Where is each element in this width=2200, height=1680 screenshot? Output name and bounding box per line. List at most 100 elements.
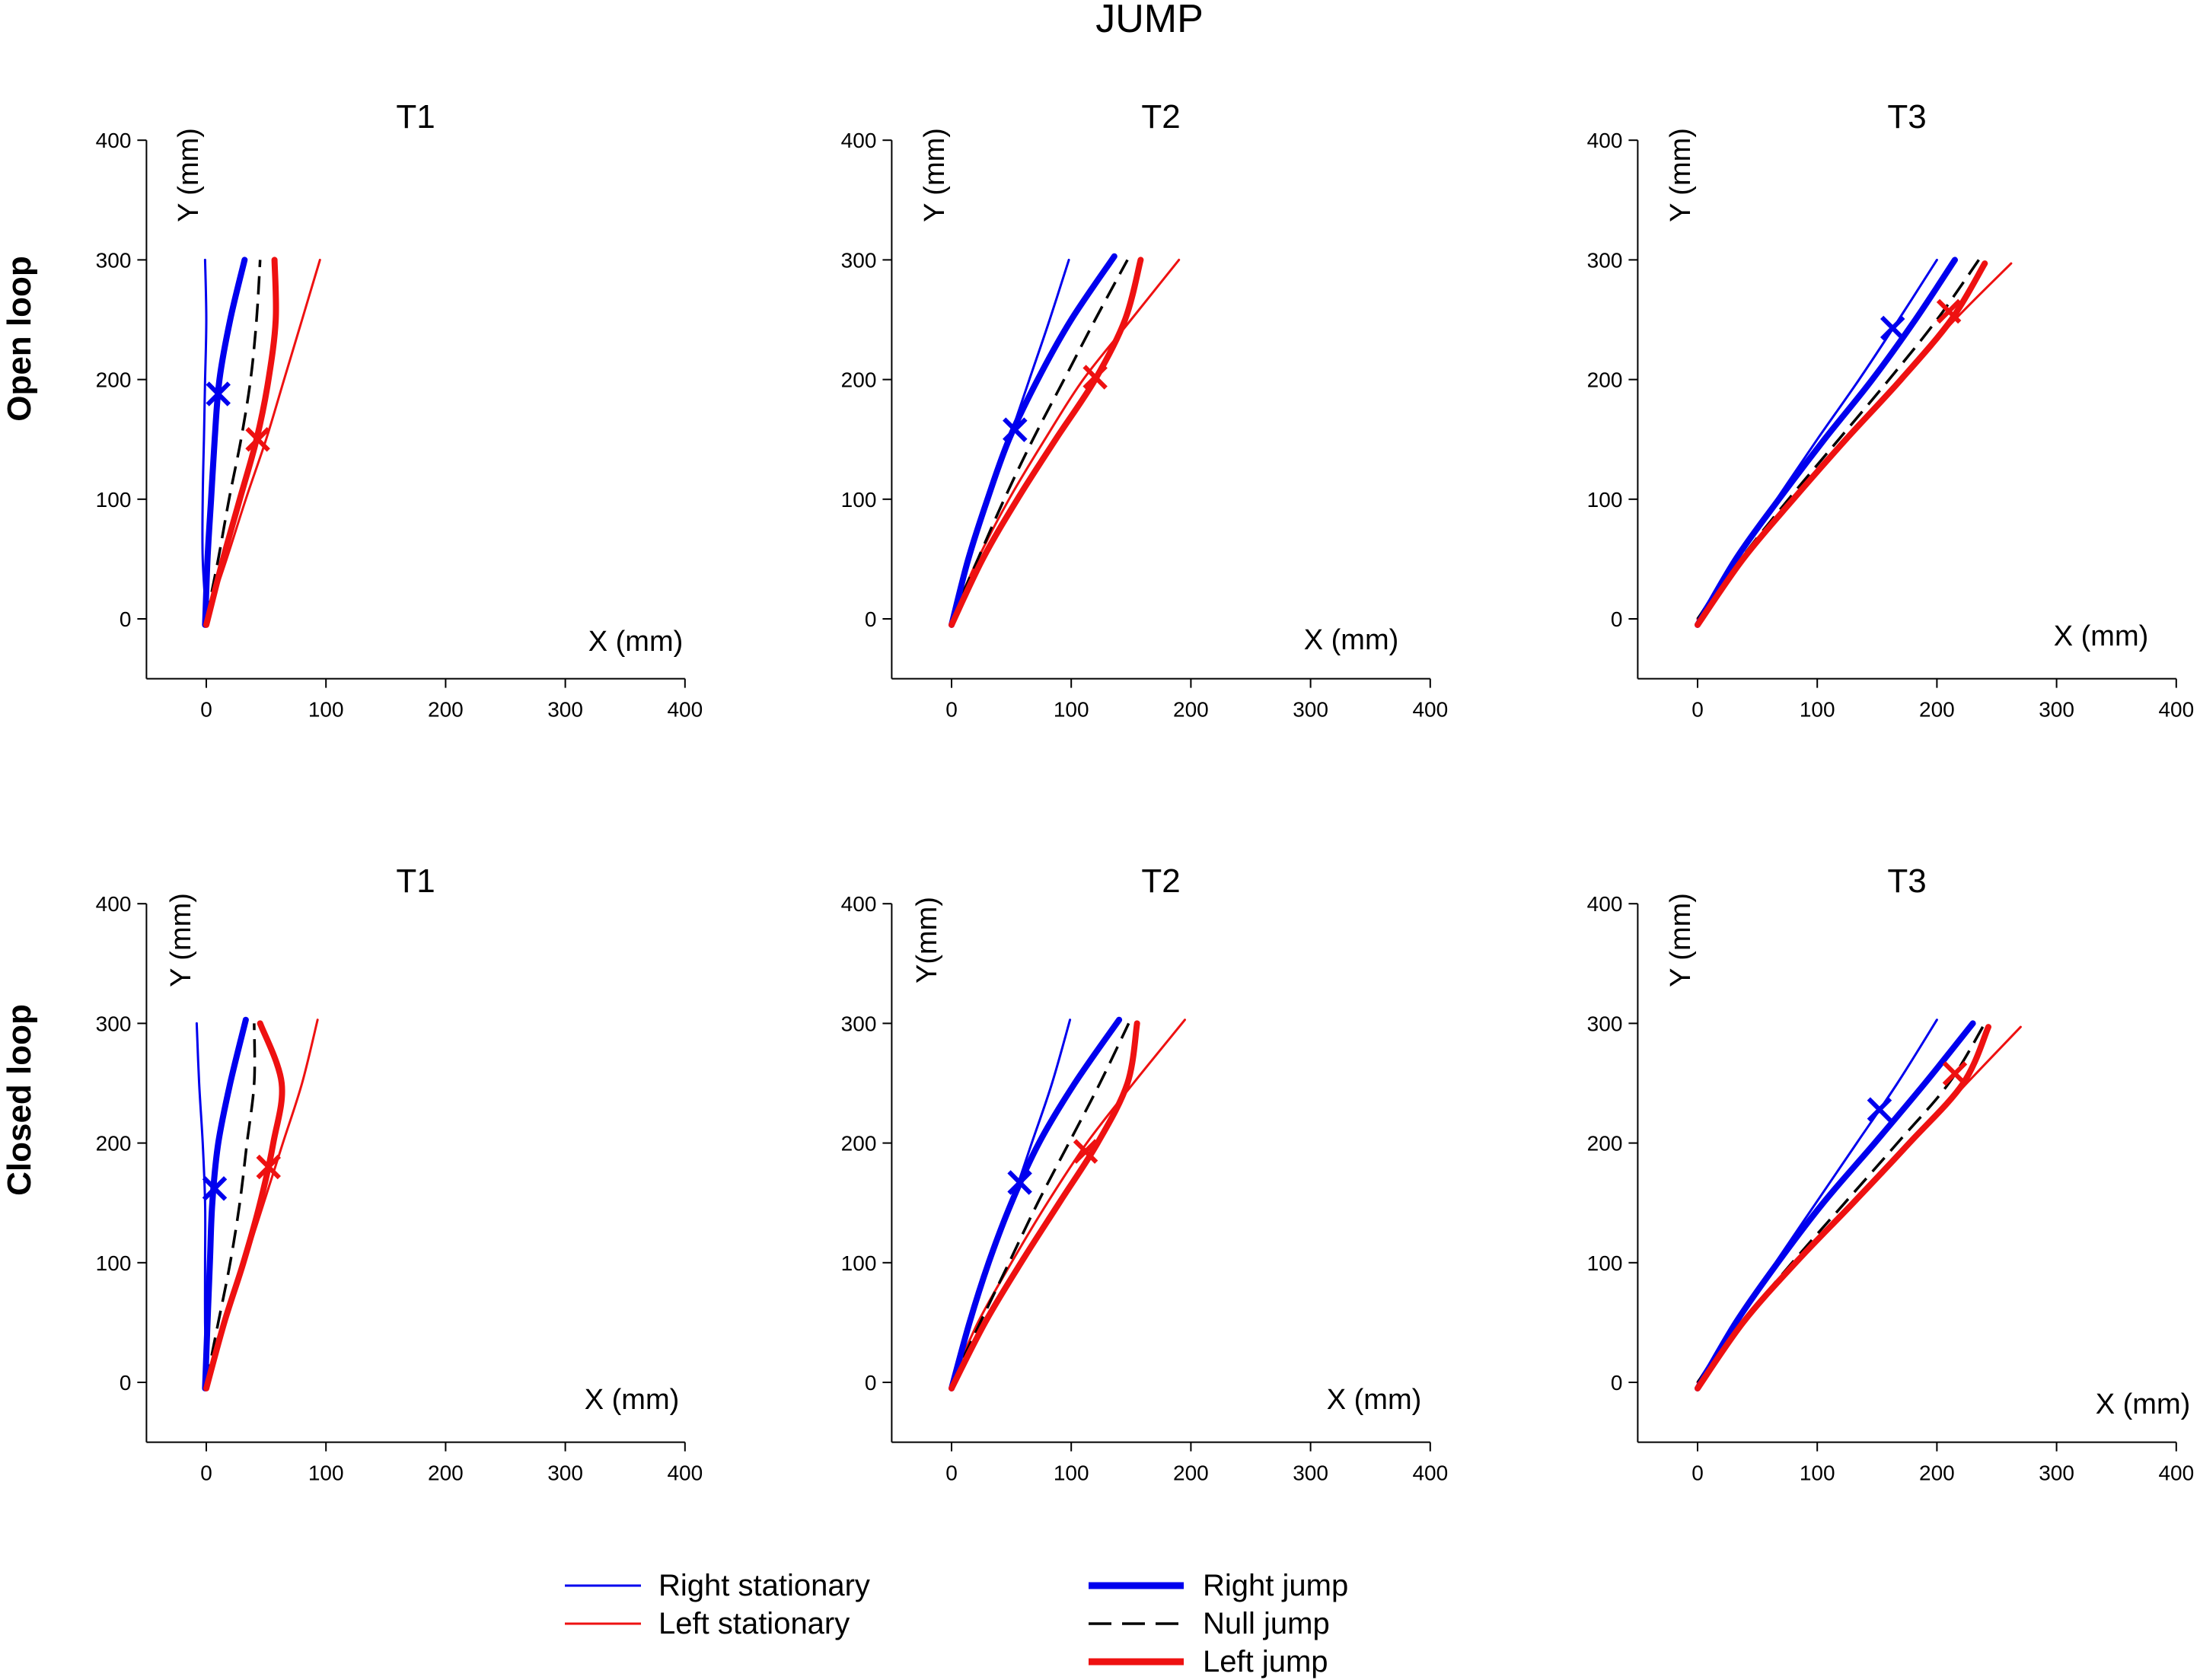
x-axis-label: X (mm) xyxy=(1327,1384,1422,1416)
y-tick-label: 400 xyxy=(1587,129,1623,152)
y-tick-label: 100 xyxy=(1587,1251,1623,1275)
trajectory-left-stationary xyxy=(1696,262,2013,620)
y-tick-label: 300 xyxy=(841,1012,877,1035)
x-tick-label: 300 xyxy=(1293,1462,1328,1485)
trajectory-right-jump xyxy=(202,257,248,628)
row-label-open-loop: Open loop xyxy=(1,256,38,422)
marker-stroke xyxy=(202,1176,228,1201)
panel-5: 0 100 200 300 400 0 100 200 300 400 T2 X (mm) Y(mm) xyxy=(841,862,1448,1485)
x-tick-label: 200 xyxy=(1173,1462,1209,1485)
x-axis-label: X (mm) xyxy=(1304,624,1399,656)
y-tick-label: 300 xyxy=(841,248,877,272)
y-tick-label: 200 xyxy=(841,368,877,392)
panel-1: 0 100 200 300 400 0 100 200 300 400 T1 X (mm) Y (mm) xyxy=(96,98,703,722)
y-tick-label: 300 xyxy=(1587,248,1623,272)
trajectory-right-jump xyxy=(949,1016,1123,1391)
x-tick-label: 400 xyxy=(1412,1462,1448,1485)
y-tick-label: 100 xyxy=(841,488,877,512)
y-tick-label: 300 xyxy=(96,248,132,272)
marker-stroke xyxy=(1082,365,1108,390)
trajectory-right-jump xyxy=(202,1016,249,1391)
trajectory-left-jump xyxy=(1695,260,1988,628)
x-tick-label: 300 xyxy=(2039,1462,2074,1485)
trajectory-right-jump xyxy=(949,253,1118,628)
x-axis-label: X (mm) xyxy=(2096,1388,2191,1420)
x-tick-label: 0 xyxy=(945,698,958,722)
marker-stroke xyxy=(256,1154,281,1180)
marker-stroke xyxy=(245,426,270,452)
panel-3: 0 100 200 300 400 0 100 200 300 400 T3 X (mm) Y (mm) xyxy=(1587,98,2194,722)
trajectory-left-stationary xyxy=(205,258,321,620)
x-tick-label: 0 xyxy=(945,1462,958,1485)
x-tick-label: 100 xyxy=(308,698,344,722)
x-tick-label: 400 xyxy=(1412,698,1448,722)
x-tick-label: 400 xyxy=(2158,698,2194,722)
jump-marker-right-jump xyxy=(202,1176,228,1201)
x-tick-label: 300 xyxy=(2039,698,2074,722)
panels-group: 0 100 200 300 400 0 100 200 300 400 T1 X (mm) Y (mm)… xyxy=(96,98,2194,1485)
jump-marker-left-jump xyxy=(256,1154,281,1180)
trajectory-left-jump xyxy=(949,1020,1140,1391)
marker-stroke xyxy=(1073,1139,1098,1164)
y-tick-label: 400 xyxy=(96,892,132,916)
panel-title: T3 xyxy=(1887,98,1926,135)
marker-stroke xyxy=(1007,1170,1032,1195)
x-tick-label: 200 xyxy=(1919,698,1955,722)
panel-title: T2 xyxy=(1141,862,1180,900)
jump-marker-right-jump xyxy=(1867,1097,1892,1122)
x-tick-label: 200 xyxy=(428,1462,464,1485)
y-tick-label: 400 xyxy=(841,892,877,916)
marker-stroke xyxy=(1867,1097,1892,1122)
marker-stroke xyxy=(1942,1061,1968,1086)
jump-marker-left-jump xyxy=(245,426,270,452)
y-tick-label: 200 xyxy=(96,1132,132,1156)
panel-4: 0 100 200 300 400 0 100 200 300 400 T1 X (mm) Y (mm) xyxy=(96,862,703,1485)
jump-marker-right-jump xyxy=(206,381,231,406)
trajectory-left-jump xyxy=(949,257,1144,628)
trajectory-null-jump xyxy=(205,260,262,620)
trajectory-left-stationary xyxy=(950,258,1181,620)
y-axis-label: Y (mm) xyxy=(1665,893,1697,987)
legend-label-right-stationary: Right stationary xyxy=(658,1569,870,1602)
y-tick-label: 200 xyxy=(1587,368,1623,392)
y-tick-label: 400 xyxy=(1587,892,1623,916)
trajectory-left-stationary xyxy=(1696,1025,2022,1384)
x-tick-label: 400 xyxy=(667,1462,703,1485)
y-tick-label: 0 xyxy=(1611,1371,1623,1395)
jump-marker-right-jump xyxy=(1007,1170,1032,1195)
trajectory-right-jump xyxy=(1695,1020,1976,1391)
jump-marker-right-jump xyxy=(1003,417,1028,442)
y-tick-label: 100 xyxy=(1587,488,1623,512)
legend-label-left-jump: Left jump xyxy=(1203,1645,1328,1678)
y-axis-label: Y(mm) xyxy=(911,897,943,983)
jump-marker-left-jump xyxy=(1073,1139,1098,1164)
panel-title: T2 xyxy=(1141,98,1180,135)
y-axis-label: Y (mm) xyxy=(165,893,197,987)
y-axis-label: Y (mm) xyxy=(919,128,951,222)
x-axis-label: X (mm) xyxy=(585,1384,680,1416)
x-tick-label: 100 xyxy=(1800,698,1835,722)
y-tick-label: 200 xyxy=(96,368,132,392)
marker-stroke xyxy=(206,381,231,406)
y-axis-label: Y (mm) xyxy=(1665,128,1697,222)
x-tick-label: 300 xyxy=(547,1462,583,1485)
panel-2: 0 100 200 300 400 0 100 200 300 400 T2 X (mm) Y (mm) xyxy=(841,98,1448,722)
legend: Right stationary Left stationary Right j… xyxy=(565,1569,1348,1678)
y-tick-label: 0 xyxy=(1611,607,1623,631)
marker-stroke xyxy=(1003,417,1028,442)
legend-label-right-jump: Right jump xyxy=(1203,1569,1348,1602)
trajectory-null-jump xyxy=(1696,1022,1986,1384)
legend-label-null-jump: Null jump xyxy=(1203,1607,1330,1640)
y-tick-label: 100 xyxy=(96,488,132,512)
x-tick-label: 0 xyxy=(200,1462,212,1485)
legend-label-left-stationary: Left stationary xyxy=(658,1607,850,1640)
x-tick-label: 400 xyxy=(2158,1462,2194,1485)
x-tick-label: 0 xyxy=(200,698,212,722)
x-tick-label: 400 xyxy=(667,698,703,722)
x-tick-label: 200 xyxy=(1173,698,1209,722)
x-tick-label: 200 xyxy=(428,698,464,722)
figure-title: JUMP xyxy=(1095,0,1204,41)
y-tick-label: 300 xyxy=(96,1012,132,1035)
jump-marker-right-jump xyxy=(1880,315,1905,341)
x-tick-label: 300 xyxy=(547,698,583,722)
